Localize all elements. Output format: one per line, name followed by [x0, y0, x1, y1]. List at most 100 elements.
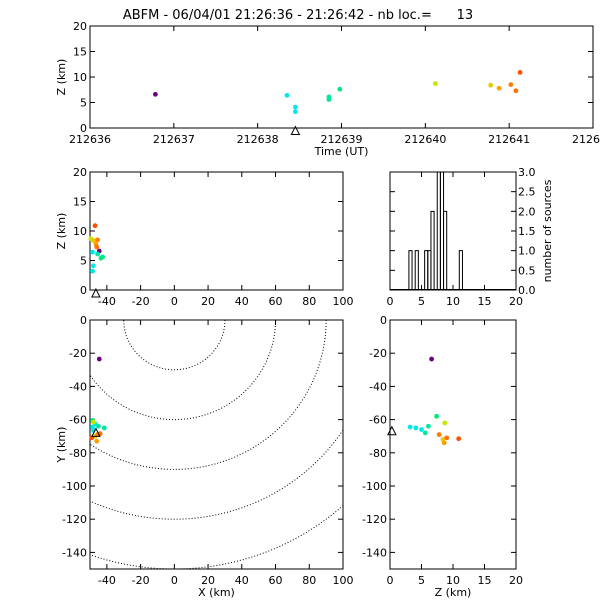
- x-tick-label: 212642: [572, 133, 600, 146]
- lightning-source-point: [96, 423, 101, 429]
- axes-frame: [89, 25, 594, 129]
- x-axis-label: Time (UT): [314, 145, 369, 158]
- axes-frame: [89, 171, 344, 291]
- y-tick-label: -120: [362, 513, 387, 526]
- y-tick-label: -60: [369, 414, 387, 427]
- y-tick-label: -100: [362, 480, 387, 493]
- y-tick-label: -120: [62, 513, 87, 526]
- y-tick-label: 15: [73, 196, 87, 209]
- lightning-source-point: [98, 255, 104, 261]
- x-tick-label: 0: [171, 574, 178, 587]
- x-tick-label: 15: [478, 574, 492, 587]
- axes-frame: [89, 319, 344, 570]
- station-triangle-icon: [91, 427, 101, 437]
- lightning-source-point: [432, 81, 438, 87]
- y-tick-label: -100: [62, 480, 87, 493]
- lightning-source-point: [292, 109, 298, 115]
- lightning-source-point: [434, 413, 440, 419]
- station-triangle-icon: [290, 125, 301, 136]
- x-tick-label: 212639: [321, 133, 363, 146]
- y-tick-label: 0: [380, 314, 387, 327]
- x-tick-label: -20: [132, 574, 150, 587]
- lightning-source-point: [152, 91, 158, 97]
- x-tick-label: -40: [98, 295, 116, 308]
- x-tick-label: 212636: [69, 133, 111, 146]
- range-ring: [90, 429, 343, 520]
- z-y-plan-panel: 0 5 10 15 20 -140 -120 -100 -80 -60 -40 -20 0 Z (km): [362, 314, 523, 599]
- y-tick-label: 2.0: [518, 205, 536, 218]
- y-tick-label: 20: [73, 166, 87, 179]
- histogram-bar: [414, 250, 419, 290]
- lightning-source-point: [517, 70, 523, 75]
- x-tick-label: 5: [418, 295, 425, 308]
- x-tick-label: 100: [333, 295, 354, 308]
- histogram-bar: [430, 210, 435, 290]
- y-axis-label: Y (km): [55, 427, 68, 464]
- x-tick-label: 212640: [404, 133, 446, 146]
- x-tick-label: 10: [446, 574, 460, 587]
- station-triangle-icon: [387, 425, 397, 436]
- y-tick-label: -60: [69, 414, 87, 427]
- lightning-source-point: [96, 356, 102, 362]
- y-axis-label: Z (km): [55, 59, 68, 96]
- lightning-source-point: [292, 104, 298, 110]
- x-tick-label: 60: [269, 574, 283, 587]
- x-tick-label: 212638: [237, 133, 279, 146]
- x-tick-label: 5: [418, 574, 425, 587]
- lightning-source-point: [90, 419, 96, 425]
- y-tick-label: 0: [80, 122, 87, 135]
- lightning-source-point: [94, 438, 100, 444]
- x-tick-label: 80: [302, 295, 316, 308]
- x-tick-label: -20: [132, 295, 150, 308]
- range-rings: [90, 320, 343, 569]
- altitude-histogram-panel: 0 5 10 15 200.0 0.5 1.0 1.5 2.0 2.5 3.0 number of s…: [387, 166, 555, 308]
- x-tick-label: 0: [387, 295, 394, 308]
- time-altitude-panel: 212636 212637 212638 212639 212640 212641 2126…: [55, 20, 600, 158]
- y-tick-label: 0.0: [518, 284, 536, 297]
- lightning-source-point: [436, 432, 442, 437]
- y-tick-label: 20: [73, 20, 87, 33]
- x-tick-label: 0: [387, 574, 394, 587]
- lightning-source-point: [422, 430, 428, 436]
- lightning-source-point: [488, 82, 494, 88]
- lightning-source-point: [95, 237, 100, 243]
- lightning-source-point: [441, 440, 447, 446]
- lightning-source-point: [337, 86, 343, 92]
- lightning-source-point: [508, 82, 514, 88]
- y-tick-label: 10: [73, 71, 87, 84]
- lightning-source-point: [513, 88, 519, 94]
- histogram-bar: [408, 250, 413, 290]
- y-tick-label: 1.5: [518, 225, 536, 238]
- x-y-plan-panel: -40 -20 0 20 40 60 80 100 -140 -120 -100 -80 -60 -40 -…: [55, 314, 354, 599]
- y-tick-label: 0.5: [518, 264, 536, 277]
- y-tick-label: 5: [80, 97, 87, 110]
- lightning-source-point: [442, 420, 448, 426]
- x-tick-label: 212637: [153, 133, 195, 146]
- y-tick-label: -140: [362, 546, 387, 559]
- y-tick-label: 5: [80, 255, 87, 268]
- station-triangle-icon: [91, 287, 101, 298]
- lightning-source-point: [413, 425, 419, 431]
- x-tick-label: 20: [509, 574, 523, 587]
- figure-title: ABFM - 06/04/01 21:26:36 - 21:26:42 - nb…: [123, 8, 473, 23]
- x-tick-label: 100: [333, 574, 354, 587]
- lightning-source-point: [444, 435, 450, 441]
- x-tick-label: 0: [171, 295, 178, 308]
- histogram-bar: [458, 250, 463, 290]
- lightning-source-point: [426, 423, 431, 429]
- lightning-source-point: [90, 249, 95, 255]
- x-tick-label: 15: [478, 295, 492, 308]
- x-tick-label: 20: [201, 295, 215, 308]
- lightning-source-point: [456, 436, 462, 442]
- y-tick-label: 3.0: [518, 166, 536, 179]
- x-tick-label: 20: [509, 295, 523, 308]
- y-tick-label: -40: [369, 380, 387, 393]
- lightning-source-point: [101, 425, 107, 431]
- y-tick-label: 0: [80, 314, 87, 327]
- y-tick-label: 0: [80, 284, 87, 297]
- axes-frame: [389, 319, 517, 570]
- lightning-source-point: [496, 85, 502, 91]
- lightning-source-point: [95, 251, 100, 257]
- x-tick-label: 212641: [488, 133, 530, 146]
- histogram-bar: [443, 210, 448, 290]
